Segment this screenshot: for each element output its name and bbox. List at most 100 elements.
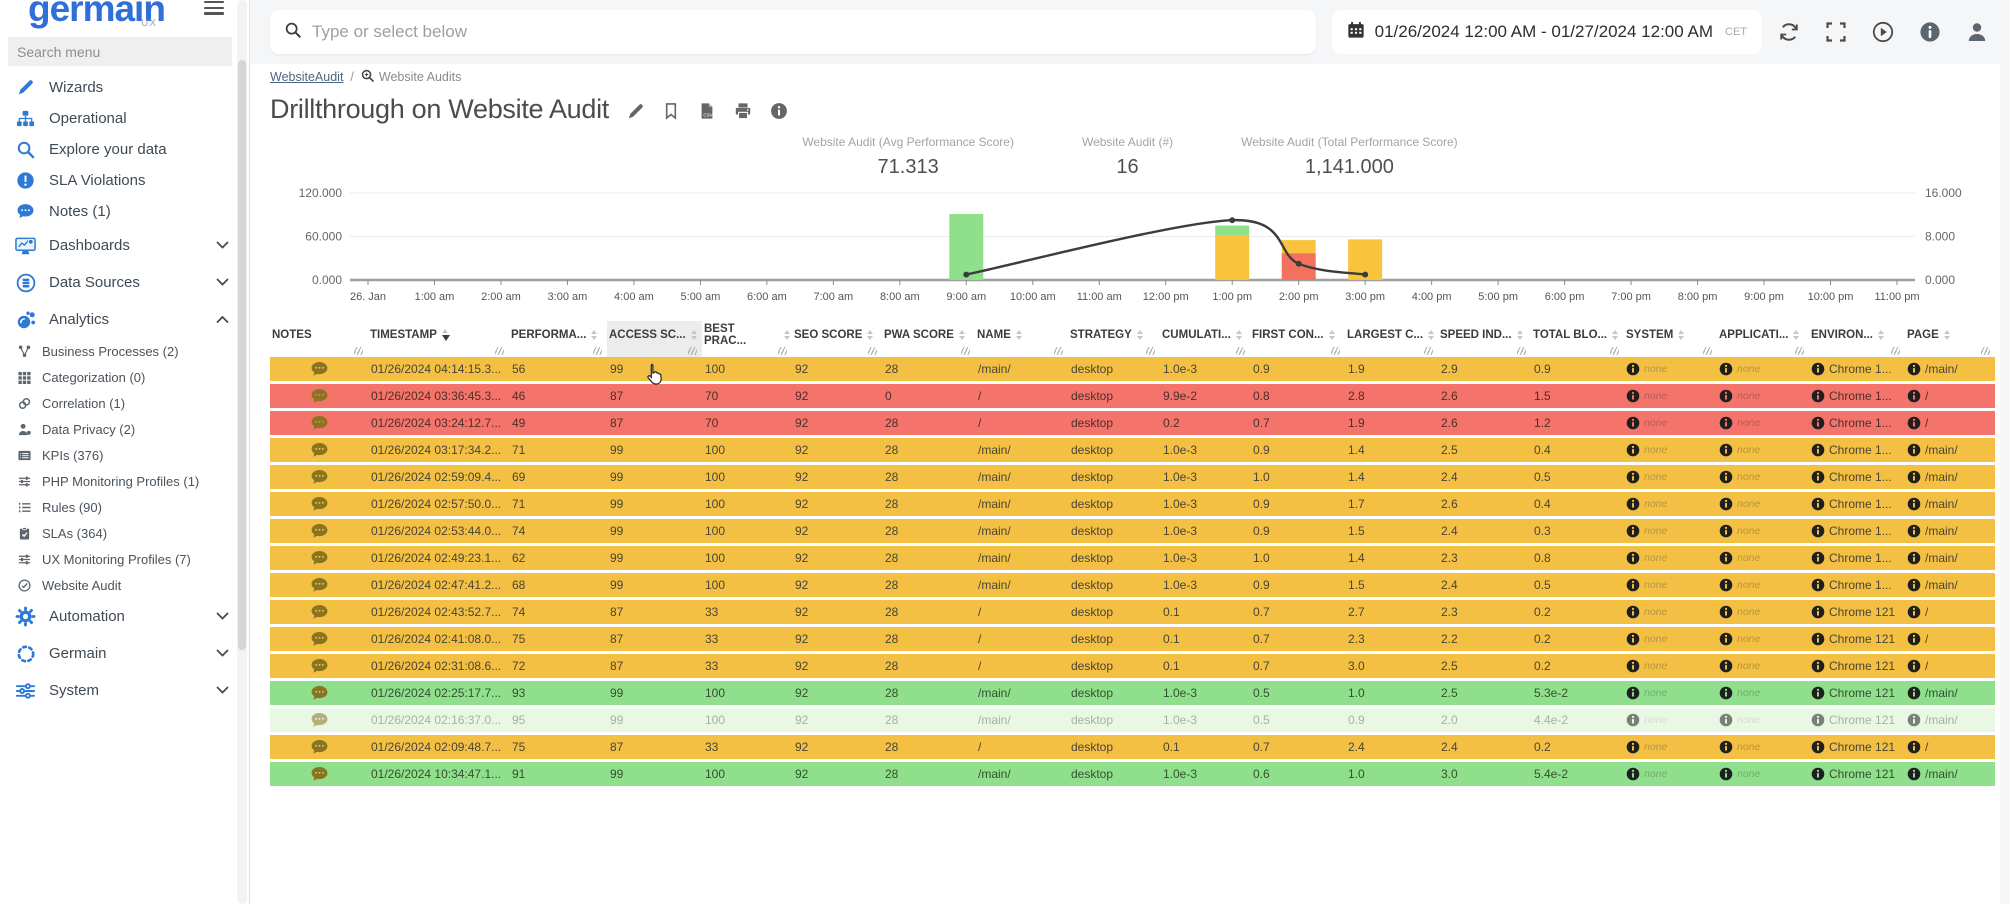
row-notes-cell[interactable] — [270, 577, 368, 594]
info-cell[interactable]: none — [1624, 551, 1717, 565]
column-resize-handle[interactable] — [495, 347, 504, 355]
info-cell[interactable]: /main/ — [1905, 767, 1995, 781]
info-cell[interactable]: Chrome 1... — [1809, 443, 1905, 457]
sidebar-item-rules[interactable]: Rules (90) — [0, 494, 249, 520]
table-row[interactable]: 01/26/2024 03:17:34.2... 71 99 100 92 28/main… — [270, 438, 1995, 462]
sidebar-item-germain[interactable]: Germain — [0, 635, 249, 672]
table-row[interactable]: 01/26/2024 04:14:15.3... 56 99 100 92 28/main… — [270, 357, 1995, 381]
table-row[interactable]: 01/26/2024 02:53:44.0... 74 99 100 92 28/main… — [270, 519, 1995, 543]
column-header-seo-score[interactable]: SEO SCORE — [792, 321, 882, 357]
fullscreen-icon[interactable] — [1825, 21, 1847, 43]
column-header-notes[interactable]: NOTES — [270, 321, 368, 357]
column-header-timestamp[interactable]: TIMESTAMP — [368, 321, 509, 357]
info-cell[interactable]: none — [1624, 659, 1717, 673]
info-cell[interactable]: /main/ — [1905, 470, 1995, 484]
sort-icon[interactable] — [1015, 330, 1022, 340]
info-cell[interactable]: none — [1717, 605, 1809, 619]
info-cell[interactable]: none — [1624, 470, 1717, 484]
column-header-pwa-score[interactable]: PWA SCORE — [882, 321, 975, 357]
info-cell[interactable]: none — [1624, 605, 1717, 619]
sidebar-item-kpis[interactable]: KPIs (376) — [0, 442, 249, 468]
sidebar-item-operational[interactable]: Operational — [0, 103, 249, 134]
info-cell[interactable]: /main/ — [1905, 524, 1995, 538]
timeline-chart[interactable]: 120.000 60.000 0.000 16.000 8.000 0.000 26. Ja… — [270, 183, 1995, 309]
sidebar-item-slas[interactable]: SLAs (364) — [0, 520, 249, 546]
sort-icon[interactable] — [1678, 330, 1685, 340]
column-header-applicati[interactable]: APPLICATI... — [1717, 321, 1809, 357]
info-cell[interactable]: none — [1624, 713, 1717, 727]
sort-icon[interactable] — [1428, 330, 1435, 340]
sidebar-item-php-monitoring-profiles[interactable]: PHP Monitoring Profiles (1) — [0, 468, 249, 494]
info-cell[interactable]: / — [1905, 416, 1995, 430]
sort-icon[interactable] — [1793, 330, 1800, 340]
info-cell[interactable]: Chrome 121 — [1809, 632, 1905, 646]
info-cell[interactable]: none — [1717, 578, 1809, 592]
sort-icon[interactable] — [784, 330, 790, 340]
info-cell[interactable]: none — [1717, 686, 1809, 700]
info-cell[interactable]: Chrome 1... — [1809, 470, 1905, 484]
info-cell[interactable]: none — [1717, 362, 1809, 376]
row-notes-cell[interactable] — [270, 604, 368, 621]
table-row[interactable]: 01/26/2024 03:24:12.7... 49 87 70 92 28 / deskt… — [270, 411, 1995, 435]
info-cell[interactable]: none — [1717, 551, 1809, 565]
info-cell[interactable]: /main/ — [1905, 713, 1995, 727]
sort-icon[interactable] — [1612, 330, 1619, 340]
info-cell[interactable]: none — [1624, 524, 1717, 538]
info-cell[interactable]: / — [1905, 659, 1995, 673]
info-icon[interactable] — [1919, 21, 1941, 43]
info-cell[interactable]: none — [1717, 470, 1809, 484]
sidebar-item-ux-monitoring-profiles[interactable]: UX Monitoring Profiles (7) — [0, 546, 249, 572]
column-resize-handle[interactable] — [1703, 347, 1712, 355]
table-row[interactable]: 01/26/2024 02:25:17.7... 93 99 100 92 28/main… — [270, 681, 1995, 705]
sidebar-item-dashboards[interactable]: Dashboards — [0, 227, 249, 264]
sidebar-item-correlation[interactable]: Correlation (1) — [0, 390, 249, 416]
column-resize-handle[interactable] — [778, 347, 787, 355]
column-resize-handle[interactable] — [1331, 347, 1340, 355]
info-cell[interactable]: Chrome 1... — [1809, 551, 1905, 565]
info-cell[interactable]: Chrome 121 — [1809, 605, 1905, 619]
sort-icon[interactable] — [441, 329, 450, 341]
sort-icon[interactable] — [1877, 330, 1884, 340]
sidebar-search-input[interactable] — [8, 37, 232, 66]
row-notes-cell[interactable] — [270, 442, 368, 459]
row-notes-cell[interactable] — [270, 550, 368, 567]
play-icon[interactable] — [1872, 21, 1894, 43]
sidebar-item-notes[interactable]: Notes (1) — [0, 196, 249, 227]
sort-icon[interactable] — [1516, 330, 1523, 340]
column-resize-handle[interactable] — [1424, 347, 1433, 355]
column-header-strategy[interactable]: STRATEGY — [1068, 321, 1160, 357]
info-cell[interactable]: Chrome 121 — [1809, 740, 1905, 754]
info-cell[interactable]: none — [1624, 767, 1717, 781]
row-notes-cell[interactable] — [270, 766, 368, 783]
column-header-total-blo[interactable]: TOTAL BLO... — [1531, 321, 1624, 357]
info-cell[interactable]: none — [1624, 362, 1717, 376]
info-cell[interactable]: Chrome 1... — [1809, 389, 1905, 403]
column-resize-handle[interactable] — [1236, 347, 1245, 355]
info-cell[interactable]: none — [1717, 524, 1809, 538]
column-header-cumulati[interactable]: CUMULATI... — [1160, 321, 1250, 357]
info-cell[interactable]: /main/ — [1905, 686, 1995, 700]
sidebar-scrollbar-thumb[interactable] — [238, 60, 246, 650]
info-cell[interactable]: /main/ — [1905, 497, 1995, 511]
table-row[interactable]: 01/26/2024 02:16:37.0... 95 99 100 92 28/main… — [270, 708, 1995, 732]
sort-icon[interactable] — [1136, 330, 1143, 340]
column-resize-handle[interactable] — [1517, 347, 1526, 355]
sort-icon[interactable] — [1235, 330, 1242, 340]
column-header-system[interactable]: SYSTEM — [1624, 321, 1717, 357]
column-resize-handle[interactable] — [688, 347, 697, 355]
column-header-best-prac[interactable]: BEST PRAC... — [702, 321, 792, 357]
refresh-icon[interactable] — [1778, 21, 1800, 43]
info-cell[interactable]: / — [1905, 740, 1995, 754]
info-cell[interactable]: none — [1624, 443, 1717, 457]
row-notes-cell[interactable] — [270, 361, 368, 378]
info-cell[interactable]: none — [1717, 632, 1809, 646]
row-notes-cell[interactable] — [270, 523, 368, 540]
column-header-largest-c[interactable]: LARGEST C... — [1345, 321, 1438, 357]
info-cell[interactable]: Chrome 1... — [1809, 362, 1905, 376]
sort-icon[interactable] — [690, 330, 697, 340]
column-header-name[interactable]: NAME — [975, 321, 1068, 357]
date-range-picker[interactable]: 01/26/2024 12:00 AM - 01/27/2024 12:00 A… — [1331, 10, 1762, 54]
table-row[interactable]: 01/26/2024 02:43:52.7... 74 87 33 92 28 / deskt… — [270, 600, 1995, 624]
table-row[interactable]: 01/26/2024 10:34:47.1... 91 99 100 92 28/main… — [270, 762, 1995, 786]
column-header-page[interactable]: PAGE — [1905, 321, 1995, 357]
